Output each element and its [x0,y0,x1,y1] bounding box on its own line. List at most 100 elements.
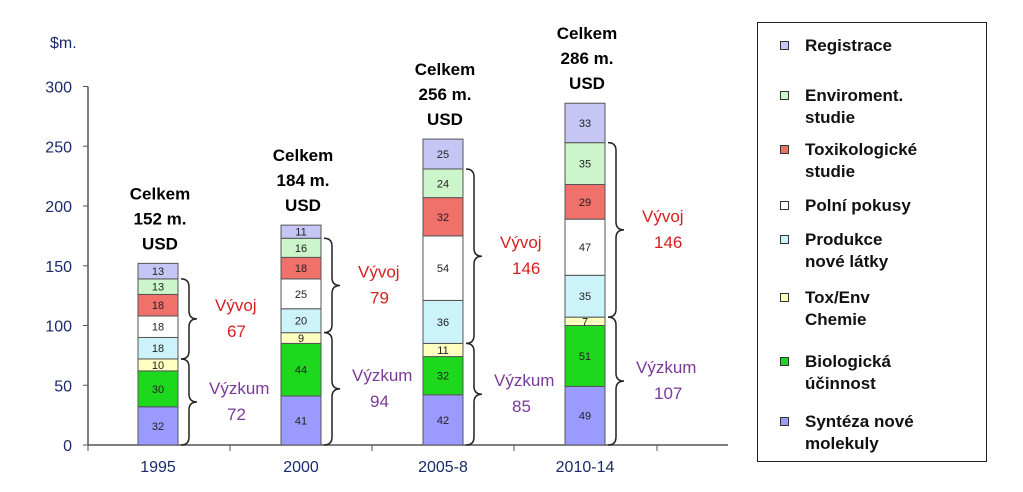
legend-label: Syntéza nové molekuly [805,412,914,453]
research-value: 85 [512,397,531,416]
development-value: 79 [370,288,389,307]
data-label: 35 [579,291,591,303]
total-label: Celkem [273,146,333,165]
legend-label: Polní pokusy [805,196,911,215]
data-label: 18 [152,322,164,334]
research-label: Výzkum [636,358,696,377]
development-value: 146 [654,233,682,252]
development-label: Vývoj [642,207,684,226]
total-label: 152 m. [134,209,187,228]
bar-segment [280,342,322,397]
data-label: 32 [437,371,449,383]
legend-swatch [780,235,789,244]
y-axis-label: $m. [50,35,77,52]
legend-label: Produkce nové látky [805,230,889,271]
data-label: 11 [437,345,448,357]
total-label: 256 m. [419,85,472,104]
bar-segment [564,274,606,318]
data-label: 18 [152,343,164,355]
total-label: USD [285,196,321,215]
data-label: 13 [152,282,164,294]
data-label: 33 [579,118,591,130]
research-brace [607,316,625,446]
bar-segment [564,102,606,144]
research-brace [180,358,198,446]
data-label: 35 [579,159,591,171]
x-tick-label: 1995 [140,459,176,476]
y-tick-label: 300 [45,80,72,97]
bar-segment [422,138,464,170]
development-brace [180,278,198,360]
y-tick-label: 100 [45,319,72,336]
development-label: Vývoj [215,296,257,315]
y-tick-label: 150 [45,259,72,276]
legend-swatch [780,357,789,366]
research-label: Výzkum [494,371,554,390]
data-label: 20 [295,316,307,328]
legend: Registrace Enviroment. studie Toxikologick… [757,22,987,462]
legend-label: Enviroment. studie [805,86,904,127]
development-value: 67 [227,322,246,341]
legend-label: Registrace [805,36,892,55]
legend-swatch [780,417,789,426]
data-label: 32 [437,212,449,224]
data-label: 18 [152,300,164,312]
total-label: 184 m. [277,171,330,190]
y-tick-label: 0 [63,438,72,455]
legend-swatch [780,91,789,100]
development-label: Vývoj [500,233,542,252]
research-brace [323,331,341,446]
data-label: 13 [152,266,164,278]
legend-swatch [780,201,789,210]
legend-label: Biologická účinnost [805,352,891,393]
y-tick-label: 250 [45,139,72,156]
legend-swatch [780,293,789,302]
data-label: 25 [295,289,307,301]
data-label: 16 [295,243,307,255]
research-brace [465,342,483,446]
research-label: Výzkum [352,366,412,385]
data-label: 9 [298,333,304,345]
research-label: Výzkum [209,379,269,398]
development-brace [323,237,341,334]
data-label: 11 [295,227,306,239]
bar-segment [422,197,464,237]
bar-segment [422,168,464,199]
data-label: 47 [579,242,591,254]
x-tick-label: 2010-14 [556,459,615,476]
legend-swatch [780,145,789,154]
total-label: USD [427,110,463,129]
data-label: 54 [437,263,449,275]
total-label: 286 m. [561,49,614,68]
data-label: 49 [579,411,591,423]
bar-segment [280,395,322,446]
data-label: 42 [437,415,449,427]
research-value: 72 [227,405,246,424]
total-label: Celkem [557,24,617,43]
data-label: 24 [437,178,449,190]
x-tick-label: 2005-8 [418,459,468,476]
data-label: 25 [437,149,449,161]
bar-segment [280,278,322,310]
total-label: USD [142,234,178,253]
legend-swatch [780,41,789,50]
data-label: 36 [437,317,449,329]
development-brace [465,168,483,345]
data-label: 44 [295,365,307,377]
data-label: 7 [582,316,588,328]
y-tick-label: 50 [54,378,72,395]
bar-segment [280,224,322,239]
data-label: 30 [152,384,164,396]
data-label: 18 [295,263,307,275]
total-label: Celkem [130,184,190,203]
data-label: 32 [152,421,164,433]
bar-segment [137,262,179,280]
data-label: 51 [579,351,591,363]
development-label: Vývoj [358,262,400,281]
research-value: 107 [654,384,682,403]
x-tick-label: 2000 [283,459,319,476]
bar-segment [422,356,464,396]
data-label: 29 [579,197,591,209]
bar-segment [422,235,464,301]
